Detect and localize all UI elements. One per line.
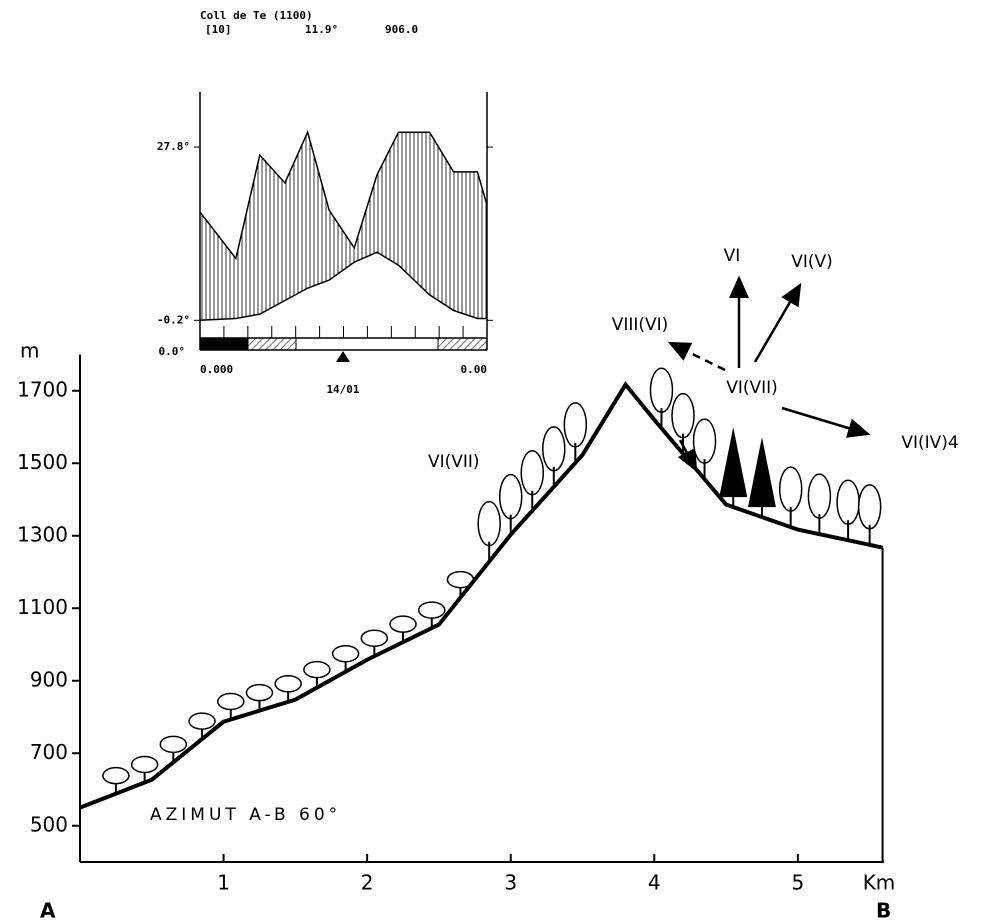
date-marker xyxy=(336,351,350,362)
annotation: AZIMUT A-B 60° xyxy=(150,805,341,825)
tree xyxy=(360,629,389,647)
tree xyxy=(188,712,216,730)
x-tick-label: 5 xyxy=(791,871,804,895)
tree xyxy=(498,473,523,520)
series-line xyxy=(199,251,487,322)
y-tick-label: 1500 xyxy=(17,450,68,474)
tree xyxy=(692,418,717,464)
tree xyxy=(217,692,245,711)
tree xyxy=(418,601,446,619)
tree xyxy=(649,367,674,413)
x-tick-label: 4 xyxy=(648,871,661,895)
strip-hatch xyxy=(247,337,297,351)
tree xyxy=(159,735,188,754)
inset-subtitle: [10] xyxy=(205,23,232,36)
x-tick-label: 2 xyxy=(361,871,374,895)
start-label: A xyxy=(40,899,56,923)
strip-dark xyxy=(200,338,248,350)
tree xyxy=(130,755,159,774)
y-tick-label: 900 xyxy=(30,667,68,691)
strip-hatch xyxy=(437,337,488,351)
inset-annotation: 0.000 xyxy=(200,363,233,376)
annotation: VI(VII) xyxy=(428,452,480,472)
tree xyxy=(542,426,566,472)
arrow xyxy=(781,406,871,438)
tree xyxy=(331,644,360,663)
inset-annotation: 0.0° xyxy=(159,345,186,358)
tree xyxy=(778,466,803,512)
tree xyxy=(389,615,417,633)
inset-subtitle: 11.9° xyxy=(305,23,338,36)
tree xyxy=(245,683,274,702)
arrow xyxy=(667,341,726,372)
tree xyxy=(102,766,130,785)
y-tick-label: 700 xyxy=(30,740,68,764)
tree xyxy=(274,675,302,693)
y-tick-label: 1100 xyxy=(17,595,68,619)
inset-annotation: 14/01 xyxy=(326,383,359,396)
inset-title: Coll de Te (1100) xyxy=(200,9,313,22)
tree xyxy=(671,392,695,439)
inset-annotation: 0.00 xyxy=(461,363,488,376)
y-tick-label: 1300 xyxy=(17,522,68,546)
y-tick-label: 500 xyxy=(30,812,68,836)
inset-subtitle: 906.0 xyxy=(385,23,418,36)
tree xyxy=(857,484,882,530)
y-tick-label: 27.8° xyxy=(157,140,190,153)
profile-line xyxy=(79,381,884,810)
series-line xyxy=(199,130,488,261)
y-axis-label: m xyxy=(20,339,39,363)
tree xyxy=(836,479,860,525)
annotation: VI xyxy=(724,246,741,266)
x-axis-label: Km xyxy=(863,871,896,895)
conifer xyxy=(719,427,748,498)
arrow xyxy=(753,282,802,363)
x-tick-label: 1 xyxy=(217,871,230,895)
tree xyxy=(303,660,331,679)
band-fill xyxy=(200,132,487,321)
tree xyxy=(520,449,544,496)
tree xyxy=(477,500,501,547)
annotation: VI(VII) xyxy=(726,378,778,398)
y-tick-label: -0.2° xyxy=(157,313,190,326)
y-tick-label: 1700 xyxy=(17,377,68,401)
annotation: VI(V) xyxy=(791,252,833,272)
x-tick-label: 3 xyxy=(504,871,517,895)
annotation: VI(IV)4 xyxy=(901,433,958,453)
end-label: B xyxy=(876,899,891,923)
conifer xyxy=(747,437,776,508)
tree xyxy=(563,402,588,448)
tree xyxy=(807,473,832,519)
annotation: VIII(VI) xyxy=(612,315,669,335)
